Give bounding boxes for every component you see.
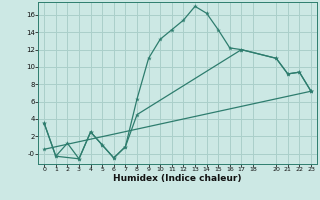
X-axis label: Humidex (Indice chaleur): Humidex (Indice chaleur) xyxy=(113,174,242,183)
